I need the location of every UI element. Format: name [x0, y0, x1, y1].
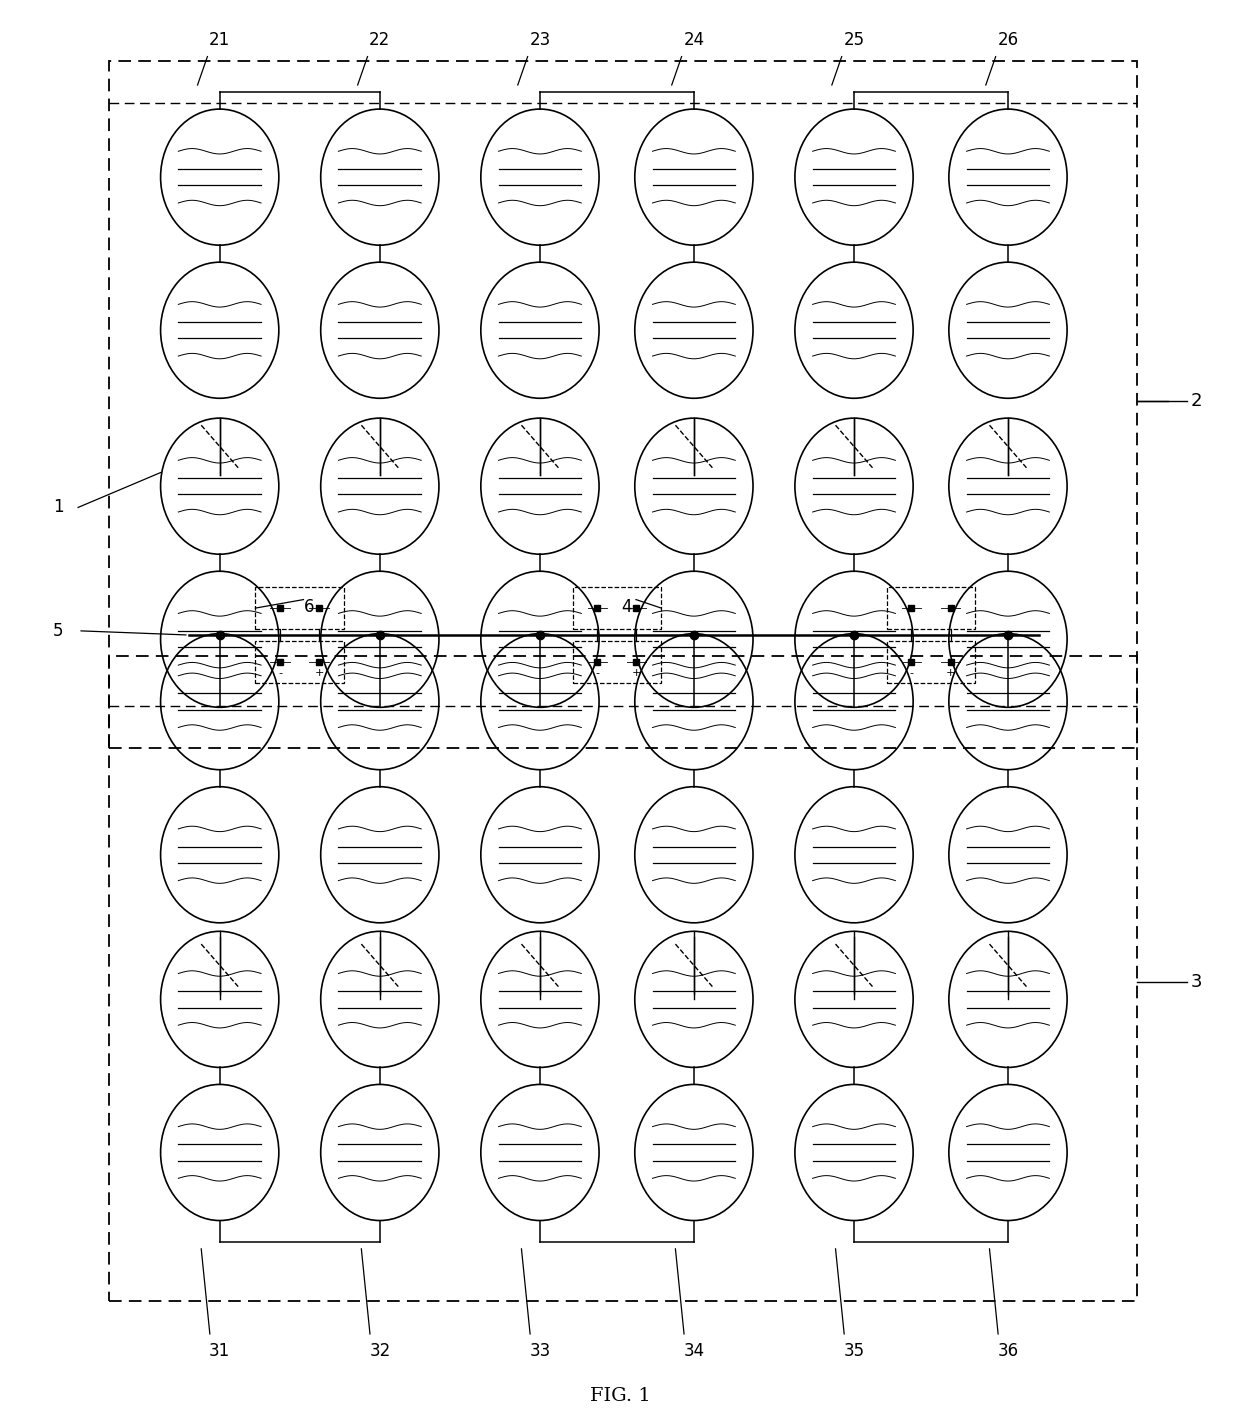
Bar	[255, 640, 345, 683]
Text: 23: 23	[529, 30, 551, 48]
Bar	[573, 588, 661, 629]
Text: 4: 4	[621, 597, 631, 616]
Text: FIG. 1: FIG. 1	[590, 1387, 650, 1405]
Text: +: +	[315, 667, 324, 677]
Text: -: -	[278, 667, 283, 677]
Bar	[573, 640, 661, 683]
Text: 6: 6	[304, 597, 315, 616]
Text: 24: 24	[683, 30, 704, 48]
Text: 3: 3	[1190, 974, 1202, 991]
Bar	[887, 640, 976, 683]
Text: +: +	[946, 667, 955, 677]
Text: -: -	[595, 667, 599, 677]
Text: 31: 31	[210, 1342, 231, 1360]
Text: 33: 33	[529, 1342, 551, 1360]
Bar	[109, 656, 1137, 1302]
Text: 34: 34	[683, 1342, 704, 1360]
Text: 26: 26	[997, 30, 1018, 48]
Text: 35: 35	[843, 1342, 864, 1360]
Text: 21: 21	[210, 30, 231, 48]
Text: +: +	[631, 667, 641, 677]
Text: 32: 32	[370, 1342, 391, 1360]
Text: 5: 5	[53, 622, 63, 640]
Text: 22: 22	[370, 30, 391, 48]
Bar	[109, 61, 1137, 749]
Text: 2: 2	[1190, 392, 1202, 411]
Text: 25: 25	[843, 30, 864, 48]
Text: 1: 1	[52, 499, 63, 516]
Text: -: -	[909, 667, 914, 677]
Bar	[255, 588, 345, 629]
Bar	[887, 588, 976, 629]
Text: 36: 36	[997, 1342, 1018, 1360]
